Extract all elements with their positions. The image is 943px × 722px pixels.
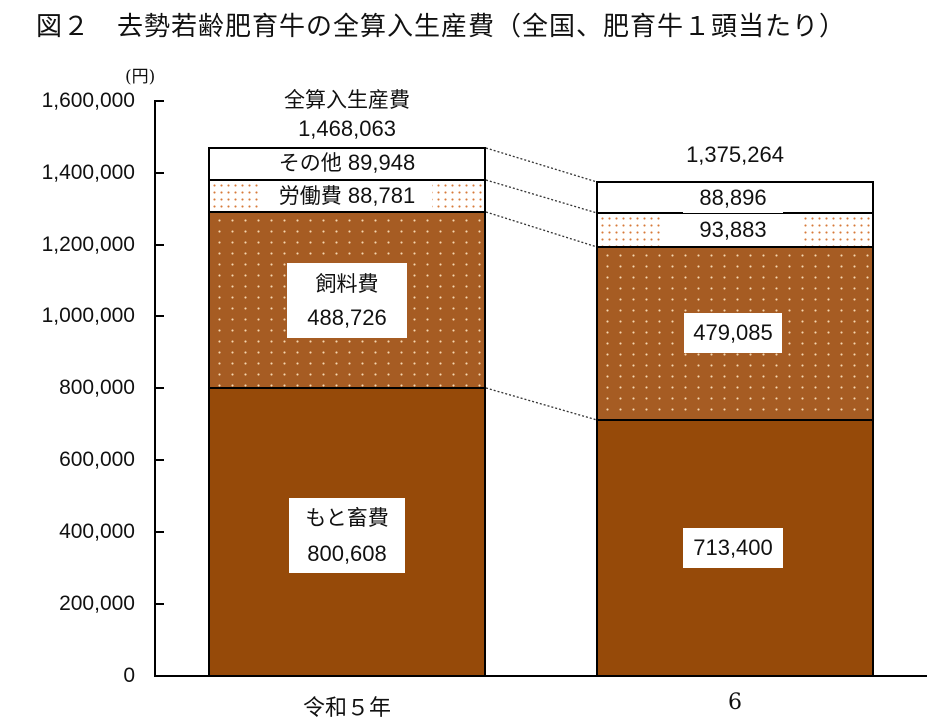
y-tick [156, 459, 164, 461]
label-labor: 93,883 [663, 215, 803, 246]
y-axis-unit: (円) [125, 67, 156, 87]
y-tick-label: 1,200,000 [41, 233, 135, 256]
y-tick [156, 244, 164, 246]
x-tick-label: 令和５年 [302, 696, 391, 721]
segment-feed [596, 246, 874, 422]
y-tick-label: 1,400,000 [41, 161, 135, 184]
label-base: 713,400 [683, 528, 783, 568]
y-tick [156, 100, 164, 102]
y-tick-label: 1,600,000 [41, 89, 135, 112]
label-base: もと畜費 800,608 [289, 498, 405, 573]
y-tick-label: 200,000 [59, 592, 135, 615]
label-other: その他 89,948 [278, 150, 416, 175]
y-tick [156, 315, 164, 317]
chart-title: 図２ 去勢若齢肥育牛の全算入生産費（全国、肥育牛１頭当たり） [36, 12, 847, 42]
y-tick [156, 603, 164, 605]
y-axis [154, 100, 156, 677]
y-tick-label: 1,000,000 [41, 304, 135, 327]
y-tick-label: 600,000 [59, 448, 135, 471]
label-other: 88,896 [683, 183, 783, 213]
label-feed: 479,085 [684, 313, 782, 353]
y-tick-label: 400,000 [59, 520, 135, 543]
label-labor: 労働費 88,781 [262, 181, 432, 211]
total-value: 1,375,264 [686, 142, 784, 167]
label-feed: 飼料費 488,726 [287, 263, 407, 338]
segment-other [208, 147, 486, 182]
y-tick [156, 531, 164, 533]
y-tick-label: 800,000 [59, 376, 135, 399]
y-tick [156, 387, 164, 389]
total-value: 1,468,063 [298, 116, 396, 141]
x-tick-label: 6 [728, 690, 742, 715]
total-caption: 全算入生産費 [284, 88, 410, 112]
y-tick [156, 172, 164, 174]
y-tick-label: 0 [123, 664, 135, 687]
x-axis [154, 675, 927, 677]
